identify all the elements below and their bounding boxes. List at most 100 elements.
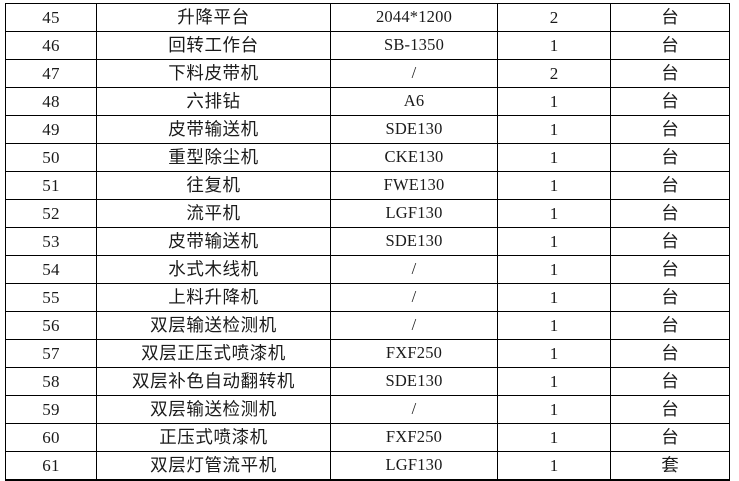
cell-qty: 2 [497,3,611,32]
cell-name: 双层输送检测机 [96,311,331,340]
cell-name: 重型除尘机 [96,143,331,172]
equipment-list-table: 45 升降平台 2044*1200 2 台 46 回转工作台 SB-1350 1 台 47 下料皮带机… [5,3,730,481]
cell-name: 六排钻 [96,87,331,116]
cell-model: / [330,311,498,340]
cell-qty: 1 [497,423,611,452]
cell-index: 59 [5,395,97,424]
cell-model: / [330,59,498,88]
table-row: 60 正压式喷漆机 FXF250 1 台 [5,423,730,452]
cell-model: / [330,283,498,312]
cell-qty: 1 [497,255,611,284]
cell-index: 60 [5,423,97,452]
cell-index: 51 [5,171,97,200]
cell-qty: 1 [497,115,611,144]
cell-name: 往复机 [96,171,331,200]
cell-unit: 台 [610,339,730,368]
cell-index: 57 [5,339,97,368]
cell-unit: 台 [610,367,730,396]
table-row: 50 重型除尘机 CKE130 1 台 [5,143,730,172]
cell-qty: 2 [497,59,611,88]
cell-model: CKE130 [330,143,498,172]
cell-qty: 1 [497,339,611,368]
cell-model: FXF250 [330,339,498,368]
cell-index: 49 [5,115,97,144]
cell-qty: 1 [497,367,611,396]
cell-index: 48 [5,87,97,116]
cell-qty: 1 [497,31,611,60]
cell-model: FXF250 [330,423,498,452]
cell-model: SDE130 [330,367,498,396]
cell-name: 皮带输送机 [96,115,331,144]
cell-qty: 1 [497,311,611,340]
table-row: 57 双层正压式喷漆机 FXF250 1 台 [5,339,730,368]
cell-model: SB-1350 [330,31,498,60]
cell-name: 升降平台 [96,3,331,32]
table-row: 48 六排钻 A6 1 台 [5,87,730,116]
equipment-table-container: 45 升降平台 2044*1200 2 台 46 回转工作台 SB-1350 1 台 47 下料皮带机… [5,3,730,481]
table-row: 55 上料升降机/1 台 [5,283,730,312]
cell-name: 双层补色自动翻转机 [96,367,331,396]
cell-index: 56 [5,311,97,340]
cell-name: 双层输送检测机 [96,395,331,424]
cell-unit: 台 [610,283,730,312]
cell-unit: 套 [610,451,730,481]
cell-index: 52 [5,199,97,228]
cell-model: A6 [330,87,498,116]
cell-index: 53 [5,227,97,256]
cell-unit: 台 [610,115,730,144]
table-row: 46 回转工作台 SB-1350 1 台 [5,31,730,60]
cell-qty: 1 [497,87,611,116]
cell-model: / [330,255,498,284]
table-row: 53 皮带输送机 SDE130 1 台 [5,227,730,256]
cell-name: 流平机 [96,199,331,228]
cell-qty: 1 [497,143,611,172]
cell-name: 双层灯管流平机 [96,451,331,481]
table-row: 56 双层输送检测机/1 台 [5,311,730,340]
cell-unit: 台 [610,311,730,340]
cell-index: 47 [5,59,97,88]
cell-unit: 台 [610,227,730,256]
cell-unit: 台 [610,31,730,60]
table-row: 52 流平机 LGF130 1 台 [5,199,730,228]
table-row: 47 下料皮带机/2 台 [5,59,730,88]
cell-unit: 台 [610,171,730,200]
table-body: 45 升降平台 2044*1200 2 台 46 回转工作台 SB-1350 1 台 47 下料皮带机… [5,3,730,481]
cell-unit: 台 [610,143,730,172]
cell-qty: 1 [497,283,611,312]
cell-index: 46 [5,31,97,60]
cell-model: LGF130 [330,451,498,481]
cell-name: 皮带输送机 [96,227,331,256]
cell-unit: 台 [610,59,730,88]
cell-unit: 台 [610,423,730,452]
cell-qty: 1 [497,227,611,256]
cell-qty: 1 [497,395,611,424]
cell-model: SDE130 [330,115,498,144]
cell-name: 正压式喷漆机 [96,423,331,452]
cell-model: SDE130 [330,227,498,256]
cell-model: / [330,395,498,424]
table-row: 49 皮带输送机 SDE130 1 台 [5,115,730,144]
cell-model: LGF130 [330,199,498,228]
table-row: 61 双层灯管流平机 LGF130 1 套 [5,451,730,481]
cell-name: 水式木线机 [96,255,331,284]
table-row: 54 水式木线机/1 台 [5,255,730,284]
cell-qty: 1 [497,451,611,481]
cell-name: 双层正压式喷漆机 [96,339,331,368]
table-row: 59 双层输送检测机/1 台 [5,395,730,424]
cell-index: 58 [5,367,97,396]
cell-unit: 台 [610,395,730,424]
cell-index: 45 [5,3,97,32]
cell-name: 回转工作台 [96,31,331,60]
table-row: 51 往复机 FWE130 1 台 [5,171,730,200]
cell-unit: 台 [610,199,730,228]
cell-qty: 1 [497,171,611,200]
cell-index: 55 [5,283,97,312]
cell-unit: 台 [610,3,730,32]
cell-model: 2044*1200 [330,3,498,32]
table-row: 58 双层补色自动翻转机 SDE130 1 台 [5,367,730,396]
cell-model: FWE130 [330,171,498,200]
cell-qty: 1 [497,199,611,228]
table-row: 45 升降平台 2044*1200 2 台 [5,3,730,32]
cell-unit: 台 [610,87,730,116]
cell-name: 上料升降机 [96,283,331,312]
